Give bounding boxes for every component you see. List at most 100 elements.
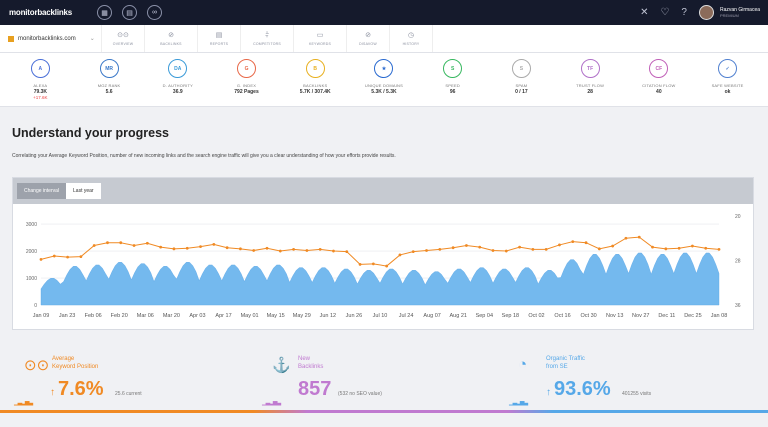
keyword-position-point xyxy=(119,241,123,245)
keyword-position-point xyxy=(677,246,681,250)
metric-icon: CF xyxy=(649,59,669,78)
metric-value: 792 Pages xyxy=(234,89,259,95)
y2-tick-label: 36 xyxy=(735,303,741,309)
keyword-position-point xyxy=(252,249,256,252)
tools-icon[interactable]: ✕ xyxy=(640,7,649,18)
metric-icon: S xyxy=(443,59,463,78)
tab-keywords[interactable]: ▭ KEYWORDS xyxy=(294,25,347,52)
metric-spam[interactable]: S SPAM 0 / 17 xyxy=(490,53,552,106)
metric-icon: DA xyxy=(168,59,188,78)
metric-value: 5.3K / 5.3K xyxy=(371,89,397,95)
metric-icon: A xyxy=(30,59,50,78)
x-tick-label: Mar 06 xyxy=(137,313,154,319)
metric-label: CITATION FLOW xyxy=(642,83,676,88)
tab-competitors[interactable]: ⫩ COMPETITORS xyxy=(241,25,294,52)
metric-label: UNIQUE DOMAINS xyxy=(364,83,404,88)
stat-label: New Backlinks xyxy=(298,356,324,370)
keyword-position-point xyxy=(172,247,176,251)
keyword-position-point xyxy=(411,250,415,253)
keyword-position-point xyxy=(39,257,43,261)
x-tick-label: May 29 xyxy=(293,313,311,319)
site-favicon-icon xyxy=(8,35,14,42)
metric-g-index[interactable]: G G. INDEX 792 Pages xyxy=(216,53,278,106)
keyword-position-point xyxy=(478,245,482,249)
x-tick-label: Oct 16 xyxy=(554,313,570,319)
help-icon[interactable]: ? xyxy=(681,7,687,18)
keyword-position-point xyxy=(92,244,96,247)
stat-label: Average Keyword Position xyxy=(52,356,99,370)
tab-overview[interactable]: ⊙⊙ OVERVIEW xyxy=(102,25,145,52)
dashboard-icon[interactable]: ▦ xyxy=(97,5,112,20)
tab-reports[interactable]: ▤ REPORTS xyxy=(198,25,241,52)
tab-disavow[interactable]: ⊘ DISAVOW xyxy=(347,25,390,52)
bottom-accent-line xyxy=(0,410,768,413)
heart-icon[interactable]: ♡ xyxy=(660,7,670,18)
metric-trust-flow[interactable]: TF TRUST FLOW 28 xyxy=(559,53,621,106)
history-icon: ◷ xyxy=(407,31,415,39)
page-title: Understand your progress xyxy=(12,126,169,140)
keyword-position-point xyxy=(438,247,442,251)
metric-citation-flow[interactable]: CF CITATION FLOW 40 xyxy=(628,53,690,106)
keyword-position-point xyxy=(544,247,548,251)
nav-bar: monitorbacklinks.com ⌄ ⊙⊙ OVERVIEW ⊘ BACKL… xyxy=(0,25,768,53)
keyword-position-point xyxy=(491,249,495,252)
site-selector[interactable]: monitorbacklinks.com ⌄ xyxy=(0,25,102,52)
x-tick-label: Dec 25 xyxy=(684,313,701,319)
x-tick-label: Sep 18 xyxy=(502,313,519,319)
keyword-position-point xyxy=(717,247,721,251)
x-tick-label: Apr 03 xyxy=(189,313,205,319)
metric-value: 40 xyxy=(656,89,662,95)
app-logo[interactable]: monitorbacklinks xyxy=(9,8,73,17)
metric-backlinks[interactable]: B BACKLINKS 5.7K / 307.4K xyxy=(284,53,346,106)
keyword-position-point xyxy=(571,240,575,243)
keyword-position-point xyxy=(239,247,242,251)
metric-value: 5.7K / 307.4K xyxy=(299,89,331,95)
last-year-button[interactable]: Last year xyxy=(66,183,101,199)
metric-label: D. AUTHORITY xyxy=(162,83,193,88)
x-tick-label: Aug 21 xyxy=(450,313,467,319)
metric-moz-rank[interactable]: MR MOZ RANK 5.6 xyxy=(78,53,140,106)
metric-label: MOZ RANK xyxy=(97,83,121,88)
keyword-position-point xyxy=(132,244,136,247)
keyword-position-point xyxy=(345,250,349,253)
metric-d-authority[interactable]: DA D. AUTHORITY 36.9 xyxy=(147,53,209,106)
metric-safe-website[interactable]: ✓ SAFE WEBSITE ok xyxy=(697,53,759,106)
keyword-position-point xyxy=(332,249,335,253)
keyword-position-point xyxy=(79,255,83,259)
metric-label: SPAM xyxy=(515,83,528,88)
metric-speed[interactable]: S SPEED 96 xyxy=(422,53,484,106)
y-tick-label: 1000 xyxy=(26,276,37,282)
binoculars-icon: ⊙⊙ xyxy=(117,31,129,39)
avatar[interactable] xyxy=(698,5,714,20)
metric-alexa[interactable]: A ALEXA 79.3K +17.6K xyxy=(9,53,71,106)
x-tick-label: Aug 07 xyxy=(423,313,440,319)
y-tick-label: 2000 xyxy=(26,249,37,255)
speedometer-icon: ◔ xyxy=(518,356,528,373)
keyword-position-point xyxy=(385,264,389,268)
link-icon[interactable]: ∞ xyxy=(147,5,162,20)
briefcase-icon[interactable]: ▤ xyxy=(122,5,137,20)
x-tick-label: Jul 24 xyxy=(399,313,414,319)
tab-history[interactable]: ◷ HISTORY xyxy=(390,25,433,52)
change-interval-button[interactable]: Change interval xyxy=(17,183,67,199)
keyword-position-point xyxy=(318,247,322,251)
page-description: Correlating your Average Keyword Positio… xyxy=(12,153,396,159)
keyword-position-point xyxy=(199,245,202,248)
stat-value: 857 xyxy=(298,378,332,400)
x-tick-label: Jan 08 xyxy=(711,313,728,319)
metric-value: 96 xyxy=(449,89,456,95)
metric-label: SAFE WEBSITE xyxy=(711,83,744,88)
stat-sub: 401255 visits xyxy=(622,391,652,397)
user-name: Razvan Girmacea xyxy=(719,6,760,13)
x-tick-label: Mar 20 xyxy=(163,313,180,319)
metric-unique-domains[interactable]: ★ UNIQUE DOMAINS 5.3K / 5.3K xyxy=(353,53,415,106)
metric-icon: MR xyxy=(99,59,119,78)
keyword-position-point xyxy=(637,235,641,239)
keyword-position-point xyxy=(159,245,163,249)
keyword-position-point xyxy=(691,244,694,248)
x-tick-label: Jan 23 xyxy=(59,313,76,319)
user-menu[interactable]: Razvan Girmacea PREMIUM xyxy=(720,7,760,19)
keyword-position-point xyxy=(292,247,295,251)
x-tick-label: Oct 02 xyxy=(528,313,544,319)
tab-backlinks[interactable]: ⊘ BACKLINKS xyxy=(145,25,198,52)
